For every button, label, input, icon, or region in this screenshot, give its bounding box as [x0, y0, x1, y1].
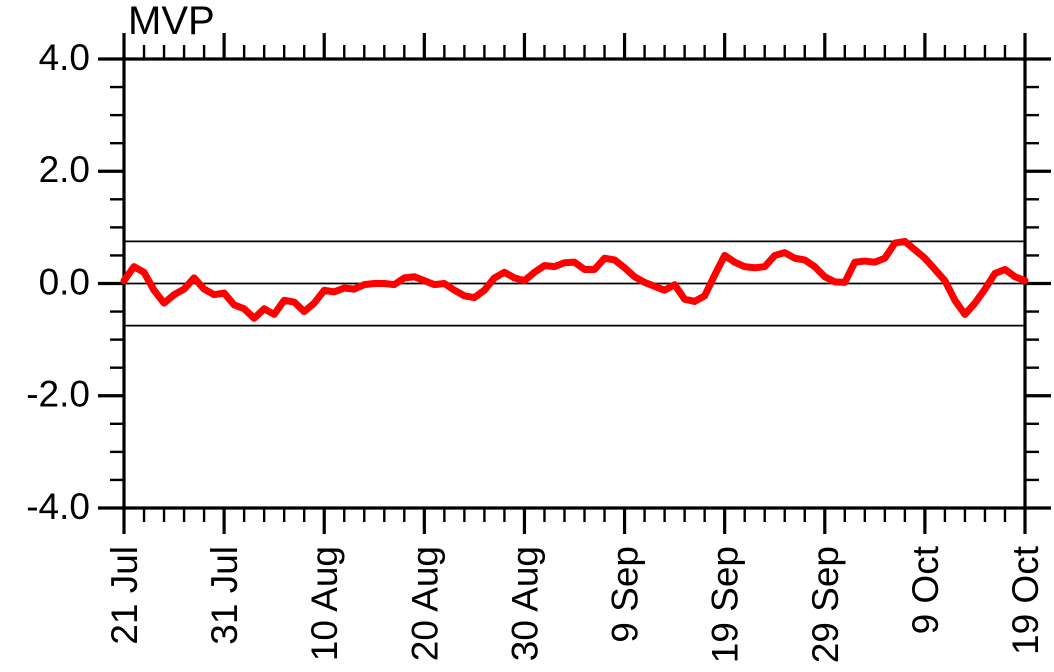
data-series-mvp [120, 237, 1029, 322]
x-axis-ticks [122, 33, 1027, 534]
y-axis-ticks [98, 57, 1051, 510]
x-tick-label: 20 Aug [404, 546, 445, 661]
y-tick-label: 4.0 [39, 37, 90, 78]
y-tick-label: -2.0 [26, 374, 90, 415]
y-tick-label: -4.0 [26, 486, 90, 527]
x-tick-label: 9 Oct [905, 545, 946, 634]
y-axis-tick-labels: 4.0 2.0 0.0 -2.0 -4.0 [26, 37, 90, 527]
y-tick-label: 2.0 [39, 149, 90, 190]
x-tick-label: 19 Oct [1005, 545, 1046, 655]
x-tick-label: 21 Jul [104, 546, 145, 645]
x-tick-label: 31 Jul [204, 546, 245, 645]
x-tick-label: 9 Sep [605, 546, 646, 643]
reference-lines [124, 240, 1025, 327]
y-tick-label: 0.0 [39, 261, 90, 302]
chart-title: MVP [128, 0, 215, 43]
x-tick-label: 10 Aug [304, 546, 345, 661]
x-axis-tick-labels: 21 Jul 31 Jul 10 Aug 20 Aug 30 Aug 9 Sep 19 Se… [104, 545, 1046, 663]
x-tick-label: 30 Aug [504, 546, 545, 661]
x-tick-label: 29 Sep [805, 546, 846, 663]
x-tick-label: 19 Sep [705, 546, 746, 663]
